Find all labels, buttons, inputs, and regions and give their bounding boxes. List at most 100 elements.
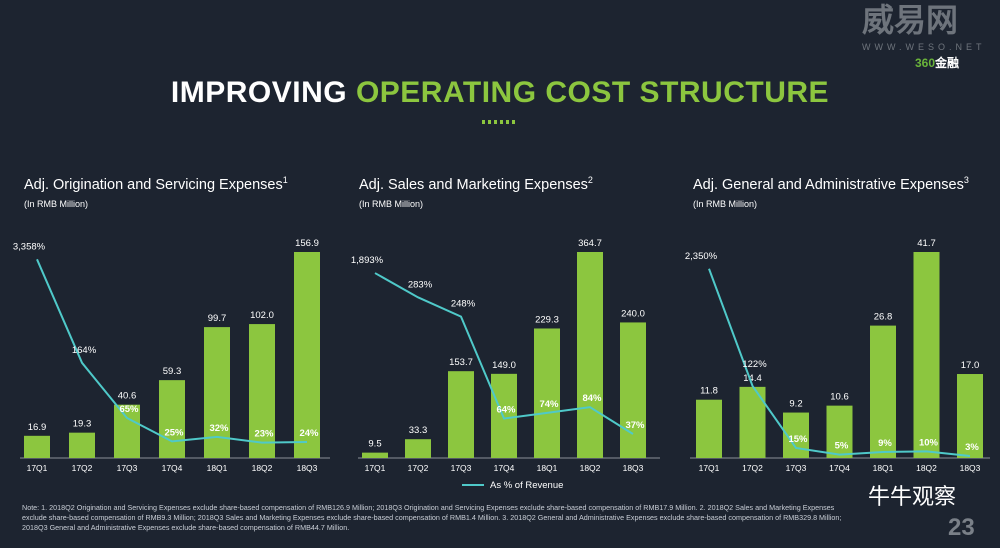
chart-subtitle-2: (In RMB Million)	[359, 199, 424, 209]
logo-360: 360金融	[915, 56, 959, 70]
page-number: 23	[948, 514, 975, 541]
legend-label: As % of Revenue	[490, 480, 563, 491]
line-point-label: 3,358%	[13, 241, 46, 252]
line-point-label: 64%	[496, 405, 516, 416]
chart-title-1: Adj. Origination and Servicing Expenses1	[24, 175, 288, 193]
x-tick-label: 18Q2	[580, 463, 601, 473]
footnote-mark: 1	[282, 175, 288, 185]
title-green: OPERATING COST STRUCTURE	[355, 76, 830, 109]
x-tick-label: 18Q3	[297, 463, 318, 473]
bar	[696, 399, 722, 458]
line-point-label: 122%	[742, 359, 767, 370]
bar	[159, 380, 185, 458]
watermark-brand: 威易网	[862, 2, 959, 38]
bar-value-label: 16.9	[28, 422, 47, 433]
page-title: IMPROVING OPERATING COST STRUCTURE	[0, 76, 1000, 110]
bar-value-label: 9.5	[368, 439, 381, 450]
revenue-pct-line	[708, 268, 971, 457]
bar-value-label: 229.3	[535, 314, 559, 325]
bar	[620, 322, 646, 458]
title-divider	[482, 120, 518, 124]
line-point-label: 15%	[788, 434, 808, 445]
x-tick-label: 18Q2	[252, 463, 273, 473]
title-text: Adj. General and Administrative Expenses	[693, 176, 964, 193]
revenue-pct-line	[374, 272, 634, 435]
x-tick-label: 18Q2	[916, 463, 937, 473]
bar-value-label: 11.8	[700, 386, 718, 397]
x-tick-label: 18Q1	[207, 463, 228, 473]
logo-num: 360	[915, 56, 936, 70]
bar	[249, 324, 275, 458]
bar-value-label: 33.3	[409, 425, 428, 436]
bar-value-label: 364.7	[578, 238, 602, 249]
x-tick-label: 18Q1	[873, 463, 894, 473]
bar	[534, 328, 560, 458]
x-tick-label: 17Q2	[742, 463, 763, 473]
line-point-label: 2,350%	[685, 251, 718, 262]
logo-text: 金融	[935, 56, 960, 70]
x-tick-label: 17Q4	[829, 463, 850, 473]
bar	[362, 452, 388, 458]
line-point-label: 164%	[72, 345, 97, 356]
line-point-label: 25%	[164, 427, 184, 438]
bar-value-label: 14.4	[743, 373, 762, 384]
revenue-pct-line	[36, 258, 308, 444]
title-text: Adj. Sales and Marketing Expenses	[359, 176, 588, 193]
x-tick-label: 17Q4	[494, 463, 515, 473]
x-tick-label: 18Q3	[960, 463, 981, 473]
bar	[114, 404, 140, 458]
bar-value-label: 59.3	[163, 366, 182, 377]
bar-value-label: 10.6	[830, 392, 849, 403]
bar	[294, 252, 320, 458]
line-point-label: 1,893%	[351, 255, 384, 266]
bar	[826, 405, 853, 458]
line-point-label: 24%	[299, 428, 319, 439]
chart-title-3: Adj. General and Administrative Expenses…	[693, 175, 969, 193]
footnote: Note: 1. 2018Q2 Origination and Servicin…	[22, 503, 842, 532]
bar	[577, 252, 603, 458]
bar	[491, 373, 517, 458]
bar-value-label: 149.0	[492, 360, 516, 371]
bar-value-label: 9.2	[789, 399, 802, 410]
x-tick-label: 17Q2	[408, 463, 429, 473]
bar-value-label: 156.9	[295, 238, 319, 249]
x-tick-label: 17Q1	[365, 463, 386, 473]
bar-value-label: 40.6	[118, 391, 137, 402]
bar-value-label: 102.0	[250, 310, 274, 321]
x-tick-label: 17Q3	[451, 463, 472, 473]
chart-title-2: Adj. Sales and Marketing Expenses2	[359, 175, 593, 193]
bar	[24, 435, 50, 458]
line-point-label: 84%	[582, 393, 602, 404]
line-point-label: 3%	[965, 442, 979, 453]
title-white: IMPROVING	[170, 76, 356, 109]
watermark-url: WWW.WESO.NET	[862, 42, 986, 52]
line-point-label: 248%	[451, 299, 476, 310]
bar	[448, 371, 474, 458]
x-tick-label: 17Q4	[162, 463, 183, 473]
bar-value-label: 99.7	[208, 313, 227, 324]
bar	[957, 374, 983, 458]
bar-value-label: 26.8	[874, 312, 893, 323]
x-tick-label: 17Q1	[27, 463, 48, 473]
x-tick-label: 18Q1	[537, 463, 558, 473]
x-tick-label: 17Q3	[117, 463, 138, 473]
bar-value-label: 41.7	[917, 238, 936, 249]
line-point-label: 5%	[835, 441, 849, 452]
bar-value-label: 153.7	[449, 357, 473, 368]
footnote-mark: 3	[963, 175, 969, 185]
wechat-watermark: 牛牛观察	[868, 484, 957, 509]
chart-subtitle-3: (In RMB Million)	[693, 199, 758, 209]
line-point-label: 37%	[625, 420, 645, 431]
line-point-label: 23%	[254, 429, 274, 440]
x-tick-label: 17Q3	[786, 463, 807, 473]
line-point-label: 10%	[919, 437, 939, 448]
chart-subtitle-1: (In RMB Million)	[24, 199, 89, 209]
x-tick-label: 17Q2	[72, 463, 93, 473]
bar	[870, 325, 896, 458]
x-tick-label: 17Q1	[699, 463, 720, 473]
bar	[69, 432, 95, 458]
x-tick-label: 18Q3	[623, 463, 644, 473]
bar-value-label: 17.0	[961, 360, 980, 371]
footnote-mark: 2	[587, 175, 593, 185]
